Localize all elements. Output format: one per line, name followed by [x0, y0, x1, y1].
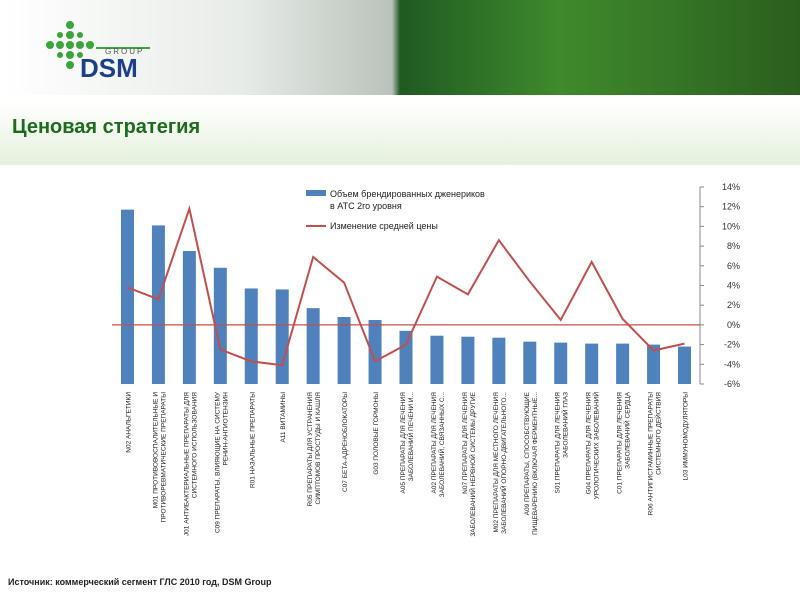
bar	[151, 225, 165, 384]
x-tick-label: R05 ПРЕПАРАТЫ ДЛЯ УСТРАНЕНИЯСИМПТОМОВ ПР…	[307, 392, 322, 507]
x-tick-label: A05 ПРЕПАРАТЫ ДЛЯ ЛЕЧЕНИЯЗАБОЛЕВАНИЙ ПЕЧ…	[400, 392, 415, 494]
x-tick-group: R01 НАЗАЛЬНЫЕ ПРЕПАРАТЫ	[249, 392, 256, 488]
x-tick-label: J01 АНТИБАКТЕРИАЛЬНЫЕ ПРЕПАРАТЫ ДЛЯСИСТЕ…	[183, 392, 198, 536]
x-tick-group: N07 ПРЕПАРАТЫ ДЛЯ ЛЕЧЕНИЯЗАБОЛЕВАНИЙ НЕР…	[462, 391, 477, 536]
bar	[120, 209, 134, 384]
x-tick-label: M01 ПРОТИВОВОСПАЛИТЕЛЬНЫЕ ИПРОТИВОРЕВМАТ…	[152, 392, 167, 523]
x-tick-label: C01 ПРЕПАРАТЫ ДЛЯ ЛЕЧЕНИЯЗАБОЛЕВАНИЙ СЕР…	[617, 391, 632, 493]
x-tick-group: C01 ПРЕПАРАТЫ ДЛЯ ЛЕЧЕНИЯЗАБОЛЕВАНИЙ СЕР…	[617, 391, 632, 493]
bar	[430, 335, 444, 384]
bar	[213, 267, 227, 384]
x-tick-label: C07 БЕТА-АДРЕНОБЛОКАТОРЫ	[342, 392, 349, 492]
y2-tick-label: 0%	[727, 320, 740, 330]
bar	[647, 344, 661, 384]
x-tick-group: R05 ПРЕПАРАТЫ ДЛЯ УСТРАНЕНИЯСИМПТОМОВ ПР…	[307, 392, 322, 507]
y2-tick-label: 12%	[722, 202, 740, 212]
x-tick-group: M01 ПРОТИВОВОСПАЛИТЕЛЬНЫЕ ИПРОТИВОРЕВМАТ…	[152, 392, 167, 523]
x-tick-group: A11 ВИТАМИНЫ	[280, 392, 287, 443]
x-tick-group: J01 АНТИБАКТЕРИАЛЬНЫЕ ПРЕПАРАТЫ ДЛЯСИСТЕ…	[183, 392, 198, 536]
x-tick-label: M02 ПРЕПАРАТЫ ДЛЯ МЕСТНОГО ЛЕЧЕНИЯЗАБОЛЕ…	[493, 392, 508, 534]
bar	[399, 330, 413, 384]
x-tick-group: A05 ПРЕПАРАТЫ ДЛЯ ЛЕЧЕНИЯЗАБОЛЕВАНИЙ ПЕЧ…	[400, 392, 415, 494]
y2-tick-label: 6%	[727, 261, 740, 271]
y2-tick-label: -2%	[724, 340, 740, 350]
x-tick-label: N02 АНАЛЬГЕТИКИ	[125, 392, 132, 453]
x-tick-group: N02 АНАЛЬГЕТИКИ	[125, 392, 132, 453]
bar	[368, 319, 382, 384]
bar	[182, 251, 196, 384]
x-tick-group: C09 ПРЕПАРАТЫ, ВЛИЯЮЩИЕ НА СИСТЕМУРЕНИН-…	[214, 391, 229, 533]
bar	[306, 308, 320, 384]
bar	[616, 343, 630, 384]
x-tick-group: M02 ПРЕПАРАТЫ ДЛЯ МЕСТНОГО ЛЕЧЕНИЯЗАБОЛЕ…	[493, 392, 508, 534]
x-tick-label: S01 ПРЕПАРАТЫ ДЛЯ ЛЕЧЕНИЯЗАБОЛЕВАНИЙ ГЛА…	[555, 392, 570, 494]
x-tick-group: L03 ИММУНОМОДУЛЯТОРЫ	[683, 392, 690, 481]
y2-tick-label: 4%	[727, 281, 740, 291]
bar	[275, 289, 289, 384]
x-tick-label: N07 ПРЕПАРАТЫ ДЛЯ ЛЕЧЕНИЯЗАБОЛЕВАНИЙ НЕР…	[462, 391, 477, 536]
x-tick-group: R06 АНТИГИСТАМИННЫЕ ПРЕПАРАТЫСИСТЕМНОГО …	[648, 392, 663, 516]
y2-tick-label: 14%	[722, 182, 740, 192]
x-tick-label: A02 ПРЕПАРАТЫ ДЛЯ ЛЕЧЕНИЯЗАБОЛЕВАНИЙ, СВ…	[431, 392, 446, 498]
x-tick-label: G04 ПРЕПАРАТЫ ДЛЯ ЛЕЧЕНИЯУРОЛОГИЧЕСКИХ З…	[586, 392, 601, 500]
x-tick-group: C07 БЕТА-АДРЕНОБЛОКАТОРЫ	[342, 392, 349, 492]
bar	[461, 336, 475, 384]
x-tick-label: C09 ПРЕПАРАТЫ, ВЛИЯЮЩИЕ НА СИСТЕМУРЕНИН-…	[214, 391, 229, 533]
x-tick-label: R06 АНТИГИСТАМИННЫЕ ПРЕПАРАТЫСИСТЕМНОГО …	[648, 392, 663, 516]
logo-sub: GROUP	[105, 47, 144, 56]
bar	[337, 317, 351, 384]
source-note: Источник: коммерческий сегмент ГЛС 2010 …	[8, 577, 272, 587]
bar	[492, 337, 506, 384]
y2-tick-label: -6%	[724, 379, 740, 389]
logo-name: DSM	[80, 53, 138, 83]
x-tick-label: A11 ВИТАМИНЫ	[280, 392, 287, 443]
x-tick-label: G03 ПОЛОВЫЕ ГОРМОНЫ	[373, 392, 380, 475]
y2-tick-label: 8%	[727, 241, 740, 251]
y2-tick-label: 10%	[722, 221, 740, 231]
legend-label: Объем брендированных дженериков в АТС 2го…	[330, 189, 485, 211]
legend-swatch	[306, 190, 326, 196]
slide-title: Ценовая стратегия	[12, 116, 201, 138]
y2-tick-label: -4%	[724, 359, 740, 369]
bar	[554, 342, 568, 384]
title-band	[0, 103, 800, 165]
legend-label: Изменение средней цены	[330, 221, 438, 231]
line	[127, 204, 685, 367]
bar	[585, 343, 599, 384]
header-banner: GROUP DSM	[0, 0, 800, 95]
x-tick-label: L03 ИММУНОМОДУЛЯТОРЫ	[683, 392, 690, 481]
x-tick-label: A09 ПРЕПАРАТЫ, СПОСОБСТВУЮЩИЕПИЩЕВАРЕНИЮ…	[524, 391, 539, 535]
x-tick-group: S01 ПРЕПАРАТЫ ДЛЯ ЛЕЧЕНИЯЗАБОЛЕВАНИЙ ГЛА…	[555, 392, 570, 494]
logo: GROUP DSM	[46, 21, 150, 83]
bar	[678, 346, 692, 384]
chart: 14% 12% 10% 8% 6% 4% 2% 0% -2% -4% -6% N02 АНАЛЬГЕТ…	[112, 182, 740, 537]
y2-tick-label: 2%	[727, 300, 740, 310]
x-tick-group: G03 ПОЛОВЫЕ ГОРМОНЫ	[373, 392, 380, 475]
x-tick-group: A09 ПРЕПАРАТЫ, СПОСОБСТВУЮЩИЕПИЩЕВАРЕНИЮ…	[524, 391, 539, 535]
x-tick-group: A02 ПРЕПАРАТЫ ДЛЯ ЛЕЧЕНИЯЗАБОЛЕВАНИЙ, СВ…	[431, 392, 446, 498]
bar	[523, 341, 537, 384]
x-tick-label: R01 НАЗАЛЬНЫЕ ПРЕПАРАТЫ	[249, 392, 256, 488]
x-tick-group: G04 ПРЕПАРАТЫ ДЛЯ ЛЕЧЕНИЯУРОЛОГИЧЕСКИХ З…	[586, 392, 601, 500]
bar	[244, 288, 258, 384]
